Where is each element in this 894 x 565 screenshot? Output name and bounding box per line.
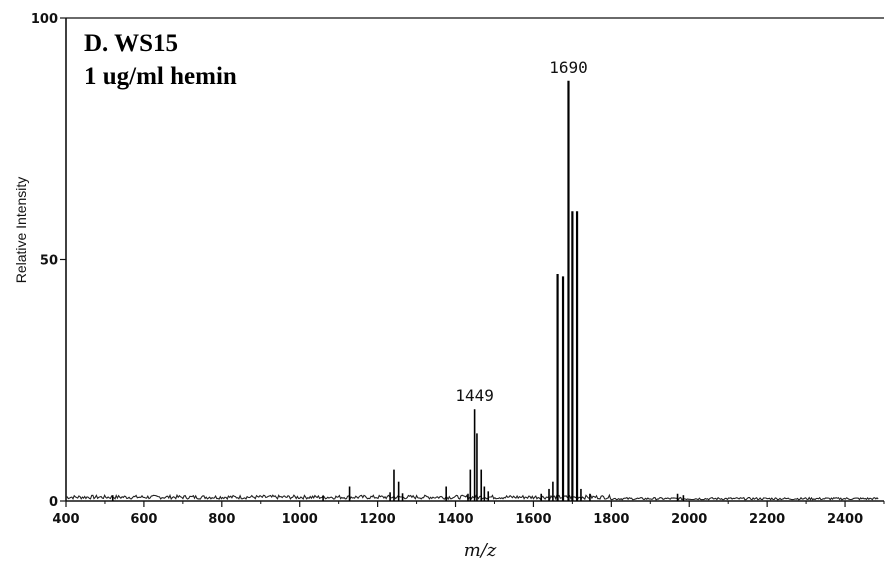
peak-label-1449: 1449 bbox=[455, 386, 494, 405]
x-tick-label-1000: 1000 bbox=[282, 512, 318, 527]
y-tick-label-100: 100 bbox=[31, 12, 58, 27]
x-tick-label-2200: 2200 bbox=[749, 512, 785, 527]
peak-label-1690: 1690 bbox=[549, 58, 588, 77]
baseline-trace bbox=[65, 493, 879, 501]
x-tick-label-1400: 1400 bbox=[437, 512, 473, 527]
x-tick-label-2400: 2400 bbox=[827, 512, 863, 527]
x-tick-label-800: 800 bbox=[208, 512, 235, 527]
chart-title-line-2: 1 ug/ml hemin bbox=[84, 63, 237, 90]
chart-title-line-1: D. WS15 bbox=[84, 30, 178, 57]
y-tick-label-50: 50 bbox=[40, 254, 58, 269]
x-tick-label-1200: 1200 bbox=[360, 512, 396, 527]
x-tick-label-2000: 2000 bbox=[671, 512, 707, 527]
chart-labels: D. WS15 1 ug/ml hemin Relative Intensity… bbox=[13, 30, 497, 561]
y-tick-label-0: 0 bbox=[49, 495, 58, 510]
y-axis-label: Relative Intensity bbox=[13, 177, 29, 284]
x-axis-label: m/z bbox=[464, 540, 497, 561]
x-tick-label-600: 600 bbox=[130, 512, 157, 527]
x-tick-label-400: 400 bbox=[52, 512, 79, 527]
x-tick-label-1600: 1600 bbox=[515, 512, 551, 527]
x-tick-label-1800: 1800 bbox=[593, 512, 629, 527]
spectrum-trace: 1690 1449 bbox=[65, 58, 879, 501]
